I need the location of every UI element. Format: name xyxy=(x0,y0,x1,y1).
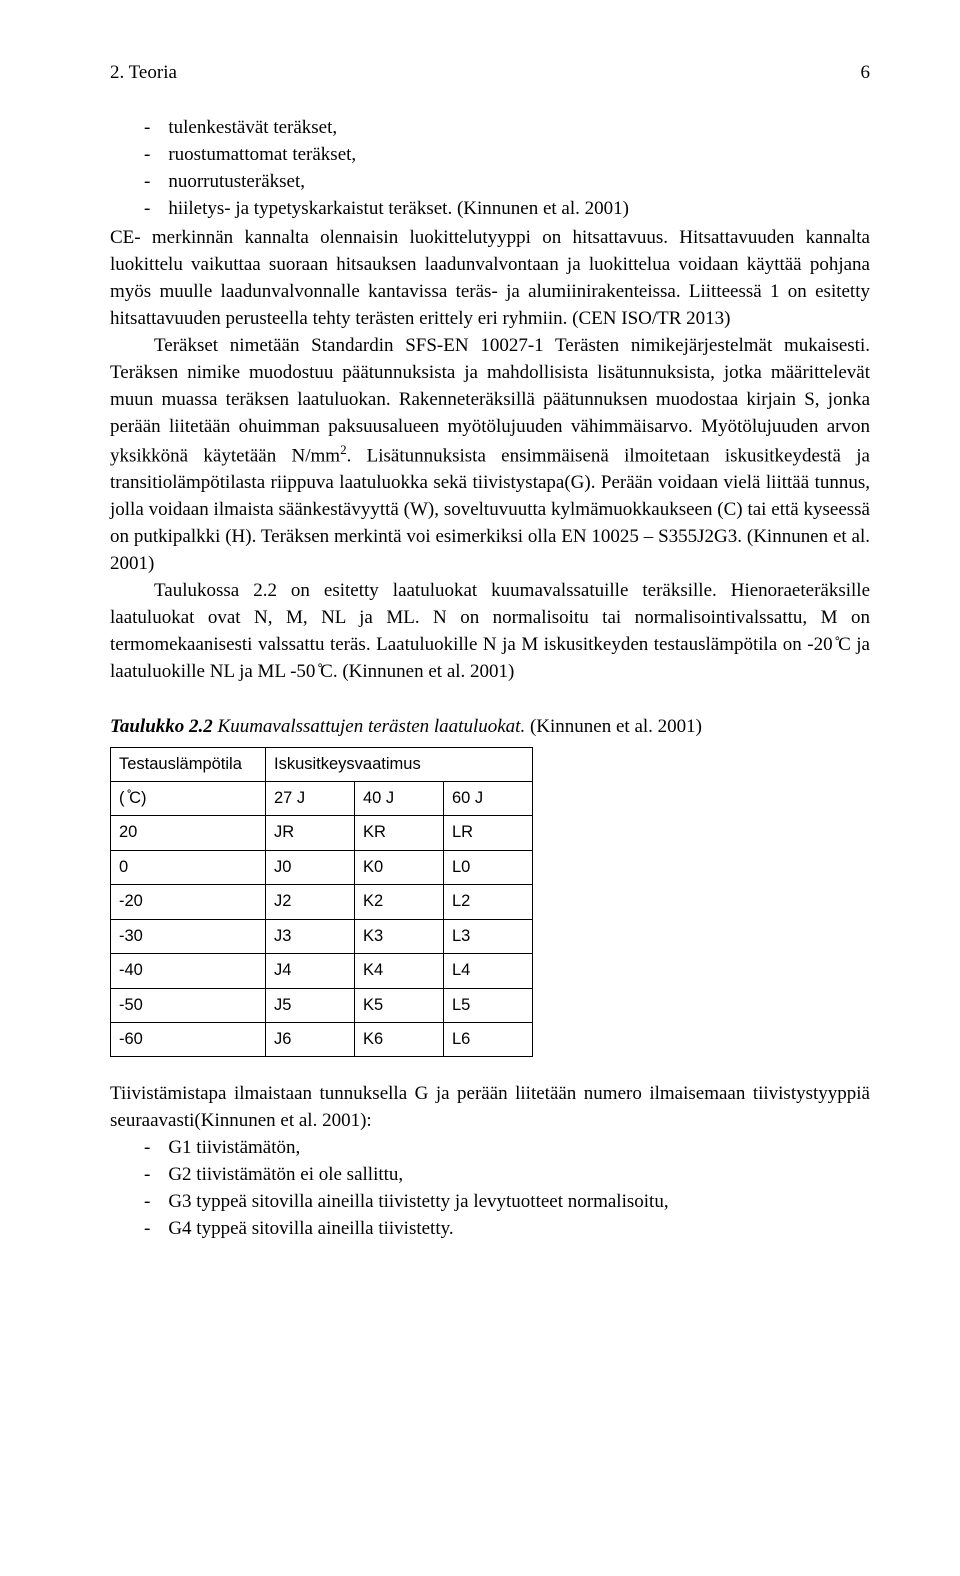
list-item-text: tulenkestävät teräkset, xyxy=(168,115,337,142)
table-header-cell: ( ̊C) xyxy=(111,782,266,816)
table-cell: J2 xyxy=(266,885,355,919)
table-row: 20 JR KR LR xyxy=(111,816,533,850)
table-header-cell: 60 J xyxy=(444,782,533,816)
table-cell: K4 xyxy=(355,954,444,988)
table-row: -30 J3 K3 L3 xyxy=(111,919,533,953)
bullet-list-2: -G1 tiivistämätön, -G2 tiivistämätön ei … xyxy=(144,1135,870,1243)
table-cell: L0 xyxy=(444,850,533,884)
table-cell: K5 xyxy=(355,988,444,1022)
table-cell: K0 xyxy=(355,850,444,884)
dash-icon: - xyxy=(144,1189,150,1216)
table-header-cell: Testauslämpötila xyxy=(111,747,266,781)
table-row: -20 J2 K2 L2 xyxy=(111,885,533,919)
dash-icon: - xyxy=(144,1135,150,1162)
table-cell: L2 xyxy=(444,885,533,919)
table-cell: J5 xyxy=(266,988,355,1022)
table-header-cell: 40 J xyxy=(355,782,444,816)
dash-icon: - xyxy=(144,1162,150,1189)
table-cell: 0 xyxy=(111,850,266,884)
table-cell: LR xyxy=(444,816,533,850)
table-cell: L4 xyxy=(444,954,533,988)
table-cell: JR xyxy=(266,816,355,850)
table-row: -40 J4 K4 L4 xyxy=(111,954,533,988)
table-row: -60 J6 K6 L6 xyxy=(111,1022,533,1056)
bullet-list-1: -tulenkestävät teräkset, -ruostumattomat… xyxy=(144,115,870,223)
table-cell: K2 xyxy=(355,885,444,919)
table-caption-cite: (Kinnunen et al. 2001) xyxy=(525,716,702,737)
table-row: 0 J0 K0 L0 xyxy=(111,850,533,884)
list-item: -G2 tiivistämätön ei ole sallittu, xyxy=(144,1162,870,1189)
paragraph-3: Tiivistämistapa ilmaistaan tunnuksella G… xyxy=(110,1081,870,1135)
table-cell: -40 xyxy=(111,954,266,988)
quality-classes-table: Testauslämpötila Iskusitkeysvaatimus ( ̊… xyxy=(110,747,533,1058)
section-title: 2. Teoria xyxy=(110,60,177,87)
table-cell: KR xyxy=(355,816,444,850)
list-item-text: G3 typpeä sitovilla aineilla tiivistetty… xyxy=(168,1189,668,1216)
table-cell: -50 xyxy=(111,988,266,1022)
list-item: -nuorrutusteräkset, xyxy=(144,169,870,196)
dash-icon: - xyxy=(144,169,150,196)
dash-icon: - xyxy=(144,115,150,142)
list-item: -G1 tiivistämätön, xyxy=(144,1135,870,1162)
table-header-row-2: ( ̊C) 27 J 40 J 60 J xyxy=(111,782,533,816)
table-cell: J3 xyxy=(266,919,355,953)
dash-icon: - xyxy=(144,142,150,169)
table-cell: K6 xyxy=(355,1022,444,1056)
table-cell: L5 xyxy=(444,988,533,1022)
table-header-cell: 27 J xyxy=(266,782,355,816)
paragraph-1a: CE- merkinnän kannalta olennaisin luokit… xyxy=(110,225,870,333)
list-item: -G4 typpeä sitovilla aineilla tiivistett… xyxy=(144,1216,870,1243)
page-number: 6 xyxy=(861,60,871,87)
table-cell: J6 xyxy=(266,1022,355,1056)
list-item-text: G4 typpeä sitovilla aineilla tiivistetty… xyxy=(168,1216,453,1243)
paragraph-1b: Teräkset nimetään Standardin SFS-EN 1002… xyxy=(110,333,870,578)
list-item-text: G1 tiivistämätön, xyxy=(168,1135,300,1162)
table-header-row-1: Testauslämpötila Iskusitkeysvaatimus xyxy=(111,747,533,781)
table-cell: K3 xyxy=(355,919,444,953)
table-caption-title: Kuumavalssattujen terästen laatuluokat. xyxy=(213,716,525,737)
table-caption-number: Taulukko 2.2 xyxy=(110,716,213,737)
table-cell: -60 xyxy=(111,1022,266,1056)
list-item: -G3 typpeä sitovilla aineilla tiivistett… xyxy=(144,1189,870,1216)
dash-icon: - xyxy=(144,1216,150,1243)
list-item: -hiiletys- ja typetyskarkaistut teräkset… xyxy=(144,196,870,223)
table-caption: Taulukko 2.2 Kuumavalssattujen terästen … xyxy=(110,714,870,741)
table-row: -50 J5 K5 L5 xyxy=(111,988,533,1022)
table-cell: L6 xyxy=(444,1022,533,1056)
page-header: 2. Teoria 6 xyxy=(110,60,870,87)
list-item-text: ruostumattomat teräkset, xyxy=(168,142,356,169)
list-item: -ruostumattomat teräkset, xyxy=(144,142,870,169)
table-cell: -30 xyxy=(111,919,266,953)
list-item: -tulenkestävät teräkset, xyxy=(144,115,870,142)
table-cell: J4 xyxy=(266,954,355,988)
paragraph-2: Taulukossa 2.2 on esitetty laatuluokat k… xyxy=(110,578,870,686)
list-item-text: nuorrutusteräkset, xyxy=(168,169,305,196)
list-item-text: hiiletys- ja typetyskarkaistut teräkset.… xyxy=(168,196,629,223)
table-cell: -20 xyxy=(111,885,266,919)
table-cell: J0 xyxy=(266,850,355,884)
table-cell: 20 xyxy=(111,816,266,850)
table-cell: L3 xyxy=(444,919,533,953)
dash-icon: - xyxy=(144,196,150,223)
list-item-text: G2 tiivistämätön ei ole sallittu, xyxy=(168,1162,403,1189)
table-header-cell: Iskusitkeysvaatimus xyxy=(266,747,533,781)
